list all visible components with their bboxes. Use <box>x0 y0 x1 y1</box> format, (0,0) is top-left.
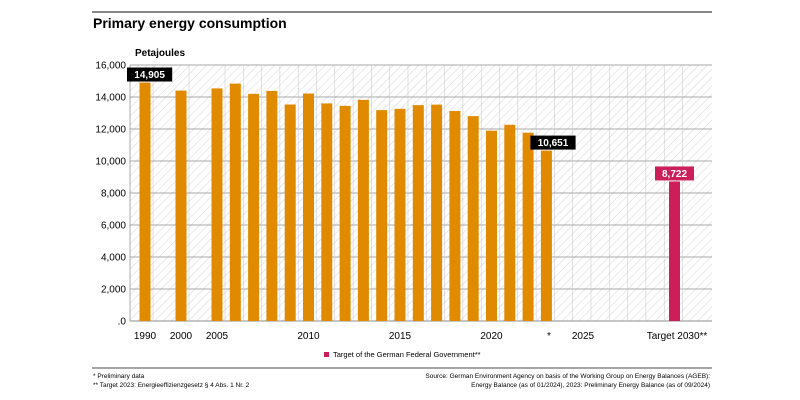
x-tick-label: * <box>547 331 551 342</box>
data-label-2023: 10,651 <box>538 138 569 149</box>
y-tick-label: 14,000 <box>95 93 126 104</box>
footnote-target: ** Target 2023: Energieeffizienzgesetz §… <box>93 382 250 389</box>
target-bar-2030 <box>669 181 680 321</box>
x-tick-label: 1990 <box>134 331 157 342</box>
x-tick-label: 2015 <box>389 331 412 342</box>
x-tick-label: 2025 <box>572 331 595 342</box>
chart-title: Primary energy consumption <box>93 15 287 31</box>
y-tick-label: 8,000 <box>101 189 126 200</box>
bar-1990 <box>139 82 151 322</box>
footnote-preliminary: * Preliminary data <box>93 373 145 380</box>
data-label-bg-2023 <box>530 135 576 150</box>
bar-2011 <box>321 103 333 321</box>
bar-2007 <box>248 93 260 322</box>
y-axis-label: Petajoules <box>135 48 185 59</box>
y-tick-label: 2,000 <box>101 285 126 296</box>
y-tick-label: 6,000 <box>101 221 126 232</box>
bar-2023 <box>540 150 552 321</box>
bar-2008 <box>266 90 278 321</box>
bar-2013 <box>357 99 369 322</box>
bars <box>139 82 680 322</box>
data-label-2030: 8,722 <box>662 169 687 180</box>
x-tick-label: Target 2030** <box>647 331 708 342</box>
x-tick-label: 2020 <box>480 331 503 342</box>
y-tick-label: 4,000 <box>101 253 126 264</box>
data-label-bg-2030 <box>655 166 694 181</box>
bar-2016 <box>412 105 424 321</box>
data-label-1990: 14,905 <box>134 70 165 81</box>
y-tick-label: .0 <box>118 317 127 328</box>
bar-2014 <box>376 110 388 322</box>
y-tick-label: 16,000 <box>95 61 126 72</box>
bar-2017 <box>431 104 443 321</box>
bar-2009 <box>284 104 296 321</box>
bar-2021 <box>504 124 516 321</box>
bar-2012 <box>339 105 351 322</box>
bar-2005 <box>211 88 223 321</box>
bar-2020 <box>486 130 497 321</box>
bar-2006 <box>229 83 241 321</box>
bar-2019 <box>467 116 479 322</box>
x-tick-label: 2000 <box>170 331 193 342</box>
x-tick-label: 2010 <box>297 331 320 342</box>
bar-2022 <box>522 132 534 321</box>
data-labels: 14,905 10,651 8,722 <box>127 67 694 181</box>
bar-2018 <box>449 110 461 321</box>
bar-2010 <box>303 93 314 321</box>
x-tick-labels: 1990 2000 2005 2010 2015 2020 * 2025 Target 2030… <box>134 331 708 342</box>
data-label-bg-1990 <box>127 67 173 82</box>
legend-label-target: Target of the German Federal Government*… <box>333 350 481 359</box>
y-tick-label: 10,000 <box>95 157 126 168</box>
x-tick-label: 2005 <box>206 331 229 342</box>
y-tick-label: 12,000 <box>95 125 126 136</box>
grid-lines <box>129 64 712 322</box>
source-line-1: Source: German Environment Agency on bas… <box>425 373 710 380</box>
y-tick-labels: .0 2,000 4,000 6,000 8,000 10,000 12,000 14,000… <box>95 61 126 328</box>
source-line-2: Energy Balance (as of 01/2024), 2023: Pr… <box>471 382 710 389</box>
bar-2000 <box>175 90 187 321</box>
legend-swatch-target <box>324 352 329 357</box>
bar-2015 <box>394 108 406 321</box>
